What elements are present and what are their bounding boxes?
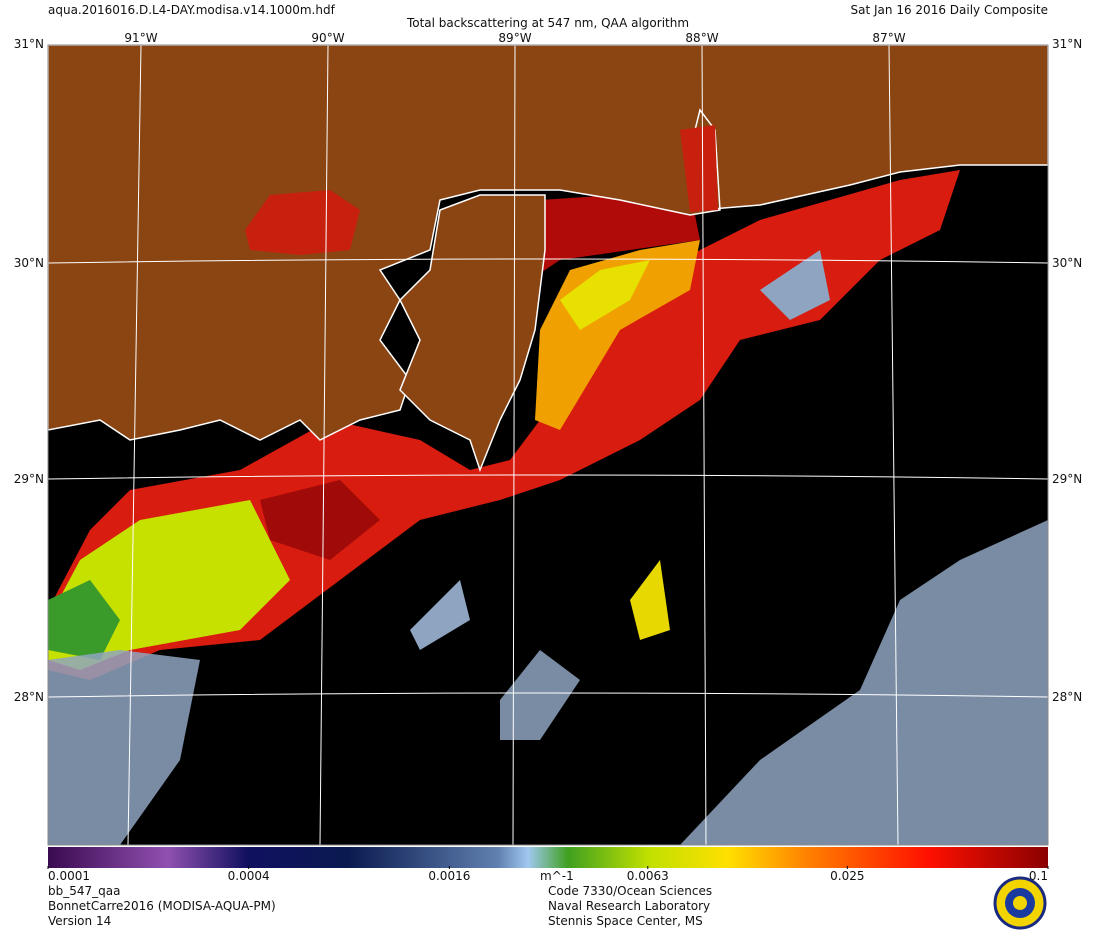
lon-label: 89°W <box>498 31 531 45</box>
footer-line: BonnetCarre2016 (MODISA-AQUA-PM) <box>48 899 276 913</box>
colorbar-unit: m^-1 <box>540 869 574 883</box>
lon-labels: 91°W 90°W 89°W 88°W 87°W <box>124 31 905 45</box>
map-frame <box>47 44 1049 846</box>
lat-labels: 31°N 31°N 30°N 30°N 29°N 29°N 28°N 28°N <box>14 37 1083 704</box>
colorbar-tick-label: 0.0004 <box>228 869 270 883</box>
lat-label: 31°N <box>1052 37 1082 51</box>
logo <box>993 876 1047 930</box>
land <box>47 44 1049 441</box>
cloud <box>500 650 580 740</box>
mobile-bay <box>680 125 718 212</box>
lon-label: 90°W <box>311 31 344 45</box>
lake-pontchartrain <box>245 190 360 255</box>
plume-green <box>48 580 120 660</box>
lat-label: 31°N <box>14 37 44 51</box>
colorbar-tick-label: 0.0063 <box>627 869 669 883</box>
footer-line: Code 7330/Ocean Sciences <box>548 884 712 898</box>
meridians <box>127 44 899 846</box>
plume-darkred2 <box>260 480 380 560</box>
patch <box>630 560 670 640</box>
lat-label: 30°N <box>14 256 44 270</box>
lon-label: 91°W <box>124 31 157 45</box>
parallels <box>47 258 1049 698</box>
lon-label: 87°W <box>872 31 905 45</box>
plume-orange <box>535 240 700 430</box>
footer-line: Naval Research Laboratory <box>548 899 710 913</box>
colorbar-tick-label: 0.025 <box>830 869 864 883</box>
lat-label: 29°N <box>1052 472 1082 486</box>
cloud <box>410 580 470 650</box>
lat-label: 28°N <box>14 690 44 704</box>
lat-label: 29°N <box>14 472 44 486</box>
footer-line: bb_547_qaa <box>48 884 120 898</box>
cloud <box>680 520 1048 845</box>
date: Sat Jan 16 2016 Daily Composite <box>851 3 1048 17</box>
delta <box>399 194 546 473</box>
colorbar-tick-label: 0.1 <box>1029 869 1048 883</box>
file-name: aqua.2016016.D.L4-DAY.modisa.v14.1000m.h… <box>48 3 336 17</box>
plume-yellow2 <box>560 260 650 330</box>
footer-line: Version 14 <box>48 914 111 928</box>
colorbar <box>48 847 1048 868</box>
colorbar-tick-label: 0.0001 <box>48 869 90 883</box>
cloud <box>48 650 200 845</box>
cloud <box>760 250 830 320</box>
lon-label: 88°W <box>685 31 718 45</box>
lat-label: 28°N <box>1052 690 1082 704</box>
map <box>47 44 1049 846</box>
colorbar-tick-label: 0.0016 <box>428 869 470 883</box>
lat-label: 30°N <box>1052 256 1082 270</box>
colorbar-ticks: 0.0001 0.0004 0.0016 0.0063 0.025 0.1 <box>47 866 1049 883</box>
footer-line: Stennis Space Center, MS <box>548 914 703 928</box>
title: Total backscattering at 547 nm, QAA algo… <box>406 16 689 30</box>
